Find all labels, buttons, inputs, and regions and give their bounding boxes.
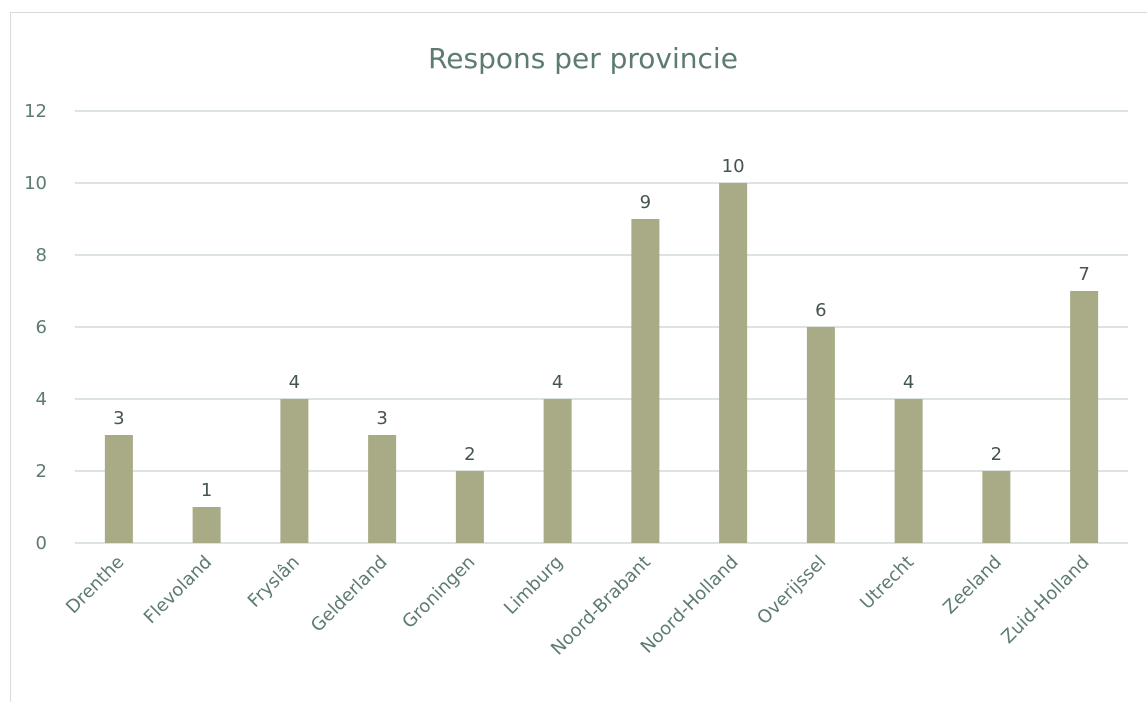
bar bbox=[455, 471, 484, 543]
y-tick-label: 0 bbox=[36, 533, 47, 554]
x-tick-label: Drenthe bbox=[62, 552, 128, 618]
data-label: 7 bbox=[1078, 264, 1089, 285]
bar bbox=[192, 507, 221, 543]
x-tick-label: Limburg bbox=[500, 552, 567, 619]
data-label: 4 bbox=[289, 372, 300, 393]
data-label: 10 bbox=[722, 156, 745, 177]
bar bbox=[104, 435, 133, 543]
y-tick-label: 4 bbox=[36, 389, 47, 410]
x-tick-label: Gelderland bbox=[307, 552, 392, 637]
chart-frame bbox=[10, 12, 1147, 702]
chart-title: Respons per provincie bbox=[428, 42, 738, 75]
bar bbox=[719, 183, 748, 543]
x-tick-label: Overijssel bbox=[753, 552, 830, 629]
x-tick-label: Flevoland bbox=[140, 552, 216, 628]
data-label: 6 bbox=[815, 300, 826, 321]
data-label: 2 bbox=[464, 444, 475, 465]
x-tick-label: Zuid-Holland bbox=[997, 552, 1093, 648]
data-label: 4 bbox=[552, 372, 563, 393]
data-label: 9 bbox=[640, 192, 651, 213]
data-label: 4 bbox=[903, 372, 914, 393]
y-tick-label: 12 bbox=[24, 101, 47, 122]
x-tick-label: Fryslân bbox=[244, 552, 304, 612]
data-label: 2 bbox=[991, 444, 1002, 465]
bar bbox=[894, 399, 923, 543]
bar bbox=[806, 327, 835, 543]
y-tick-label: 6 bbox=[36, 317, 47, 338]
x-axis-ticks: Drenthe Flevoland Fryslân Gelderland Groning… bbox=[62, 552, 1094, 660]
data-labels: 3 1 4 3 2 4 9 10 6 4 2 7 bbox=[113, 156, 1090, 501]
x-tick-label: Zeeland bbox=[939, 552, 1006, 619]
bar bbox=[1070, 291, 1099, 543]
data-label: 1 bbox=[201, 480, 212, 501]
y-tick-label: 8 bbox=[36, 245, 47, 266]
x-tick-label: Utrecht bbox=[856, 552, 918, 614]
bar bbox=[543, 399, 572, 543]
y-tick-label: 10 bbox=[24, 173, 47, 194]
x-tick-label: Groningen bbox=[398, 552, 479, 633]
bar bbox=[982, 471, 1011, 543]
bar bbox=[368, 435, 397, 543]
bar bbox=[631, 219, 660, 543]
data-label: 3 bbox=[113, 408, 124, 429]
gridlines bbox=[75, 110, 1128, 544]
bar bbox=[280, 399, 309, 543]
y-tick-label: 2 bbox=[36, 461, 47, 482]
y-axis-ticks: 0 2 4 6 8 10 12 bbox=[24, 101, 47, 554]
bars bbox=[104, 183, 1099, 543]
data-label: 3 bbox=[376, 408, 387, 429]
